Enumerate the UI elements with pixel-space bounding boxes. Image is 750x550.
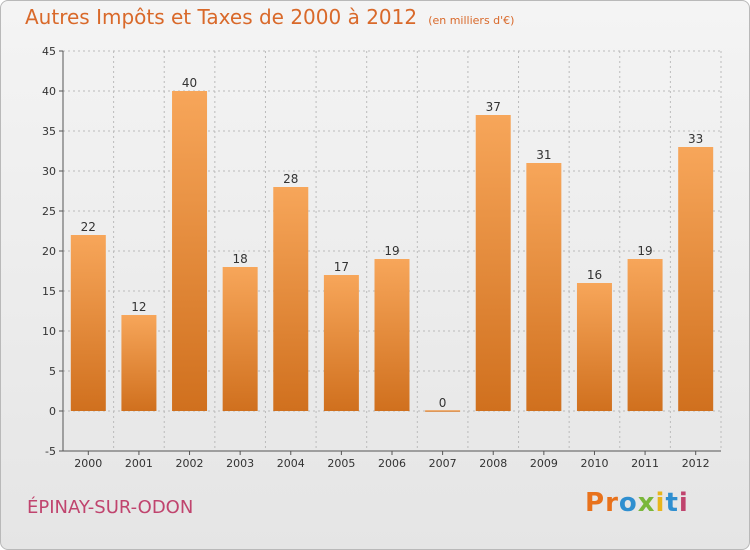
commune-name: ÉPINAY-SUR-ODON [27,497,194,518]
bar-2009[interactable] [526,163,562,411]
bar-2005[interactable] [323,275,359,411]
x-tick-label-2012: 2012 [682,457,710,470]
bar-2008[interactable] [475,115,511,411]
x-tick-label-2011: 2011 [631,457,659,470]
bar-2007[interactable] [425,410,461,412]
chart-title-text: Autres Impôts et Taxes de 2000 à 2012 [25,5,418,29]
value-label-2006: 19 [384,244,399,258]
x-tick-label-2007: 2007 [429,457,457,470]
proxiti-logo[interactable]: Proxiti [585,488,689,518]
axes: -5 0 5 10 15 20 25 30 35 40 45 2000 2001 2002 2003 2004… [42,45,721,470]
x-tick-label-2003: 2003 [226,457,254,470]
y-tick-label: 20 [42,245,56,258]
y-tick-label: 25 [42,205,56,218]
x-tick-label-2004: 2004 [277,457,305,470]
value-label-2001: 12 [131,300,146,314]
value-label-2010: 16 [587,268,602,282]
brand-letter: i [678,488,689,518]
y-tick-label: 0 [49,405,56,418]
x-tick-label-2006: 2006 [378,457,406,470]
value-label-2007: 0 [439,396,447,410]
bar-2004[interactable] [273,187,309,411]
x-tick-label-2001: 2001 [125,457,153,470]
brand-letter: P [585,488,606,518]
bar-2002[interactable] [172,91,208,411]
x-tick-label-2008: 2008 [479,457,507,470]
value-label-2009: 31 [536,148,551,162]
brand-letter: x [637,488,656,518]
brand-letter: r [605,488,619,518]
bar-2000[interactable] [70,235,106,411]
bar-2010[interactable] [576,283,612,411]
chart-unit-note: (en milliers d'€) [428,14,515,27]
y-tick-label: 40 [42,85,56,98]
y-tick-label: 35 [42,125,56,138]
value-label-2011: 19 [637,244,652,258]
value-label-2012: 33 [688,132,703,146]
x-tick-label-2010: 2010 [580,457,608,470]
value-labels: 22 12 40 18 28 17 19 0 37 31 16 19 33 [81,76,704,410]
brand-letter: o [618,488,638,518]
value-label-2005: 17 [334,260,349,274]
value-label-2008: 37 [486,100,501,114]
value-label-2003: 18 [233,252,248,266]
value-label-2000: 22 [81,220,96,234]
y-tick-label: -5 [45,445,56,458]
brand-letter: t [665,488,679,518]
chart-title: Autres Impôts et Taxes de 2000 à 2012 (e… [25,5,514,29]
y-tick-label: 45 [42,45,56,58]
bar-2006[interactable] [374,259,410,411]
x-tick-label-2009: 2009 [530,457,558,470]
brand-letter: i [655,488,666,518]
y-tick-label: 30 [42,165,56,178]
y-tick-label: 10 [42,325,56,338]
y-tick-label: 5 [49,365,56,378]
x-tick-label-2002: 2002 [176,457,204,470]
bars [70,91,714,412]
bar-2001[interactable] [121,315,157,411]
bar-2011[interactable] [627,259,663,411]
bar-2003[interactable] [222,267,258,411]
bar-2012[interactable] [678,147,714,411]
x-tick-label-2000: 2000 [74,457,102,470]
x-tick-label-2005: 2005 [327,457,355,470]
value-label-2004: 28 [283,172,298,186]
y-tick-label: 15 [42,285,56,298]
value-label-2002: 40 [182,76,197,90]
